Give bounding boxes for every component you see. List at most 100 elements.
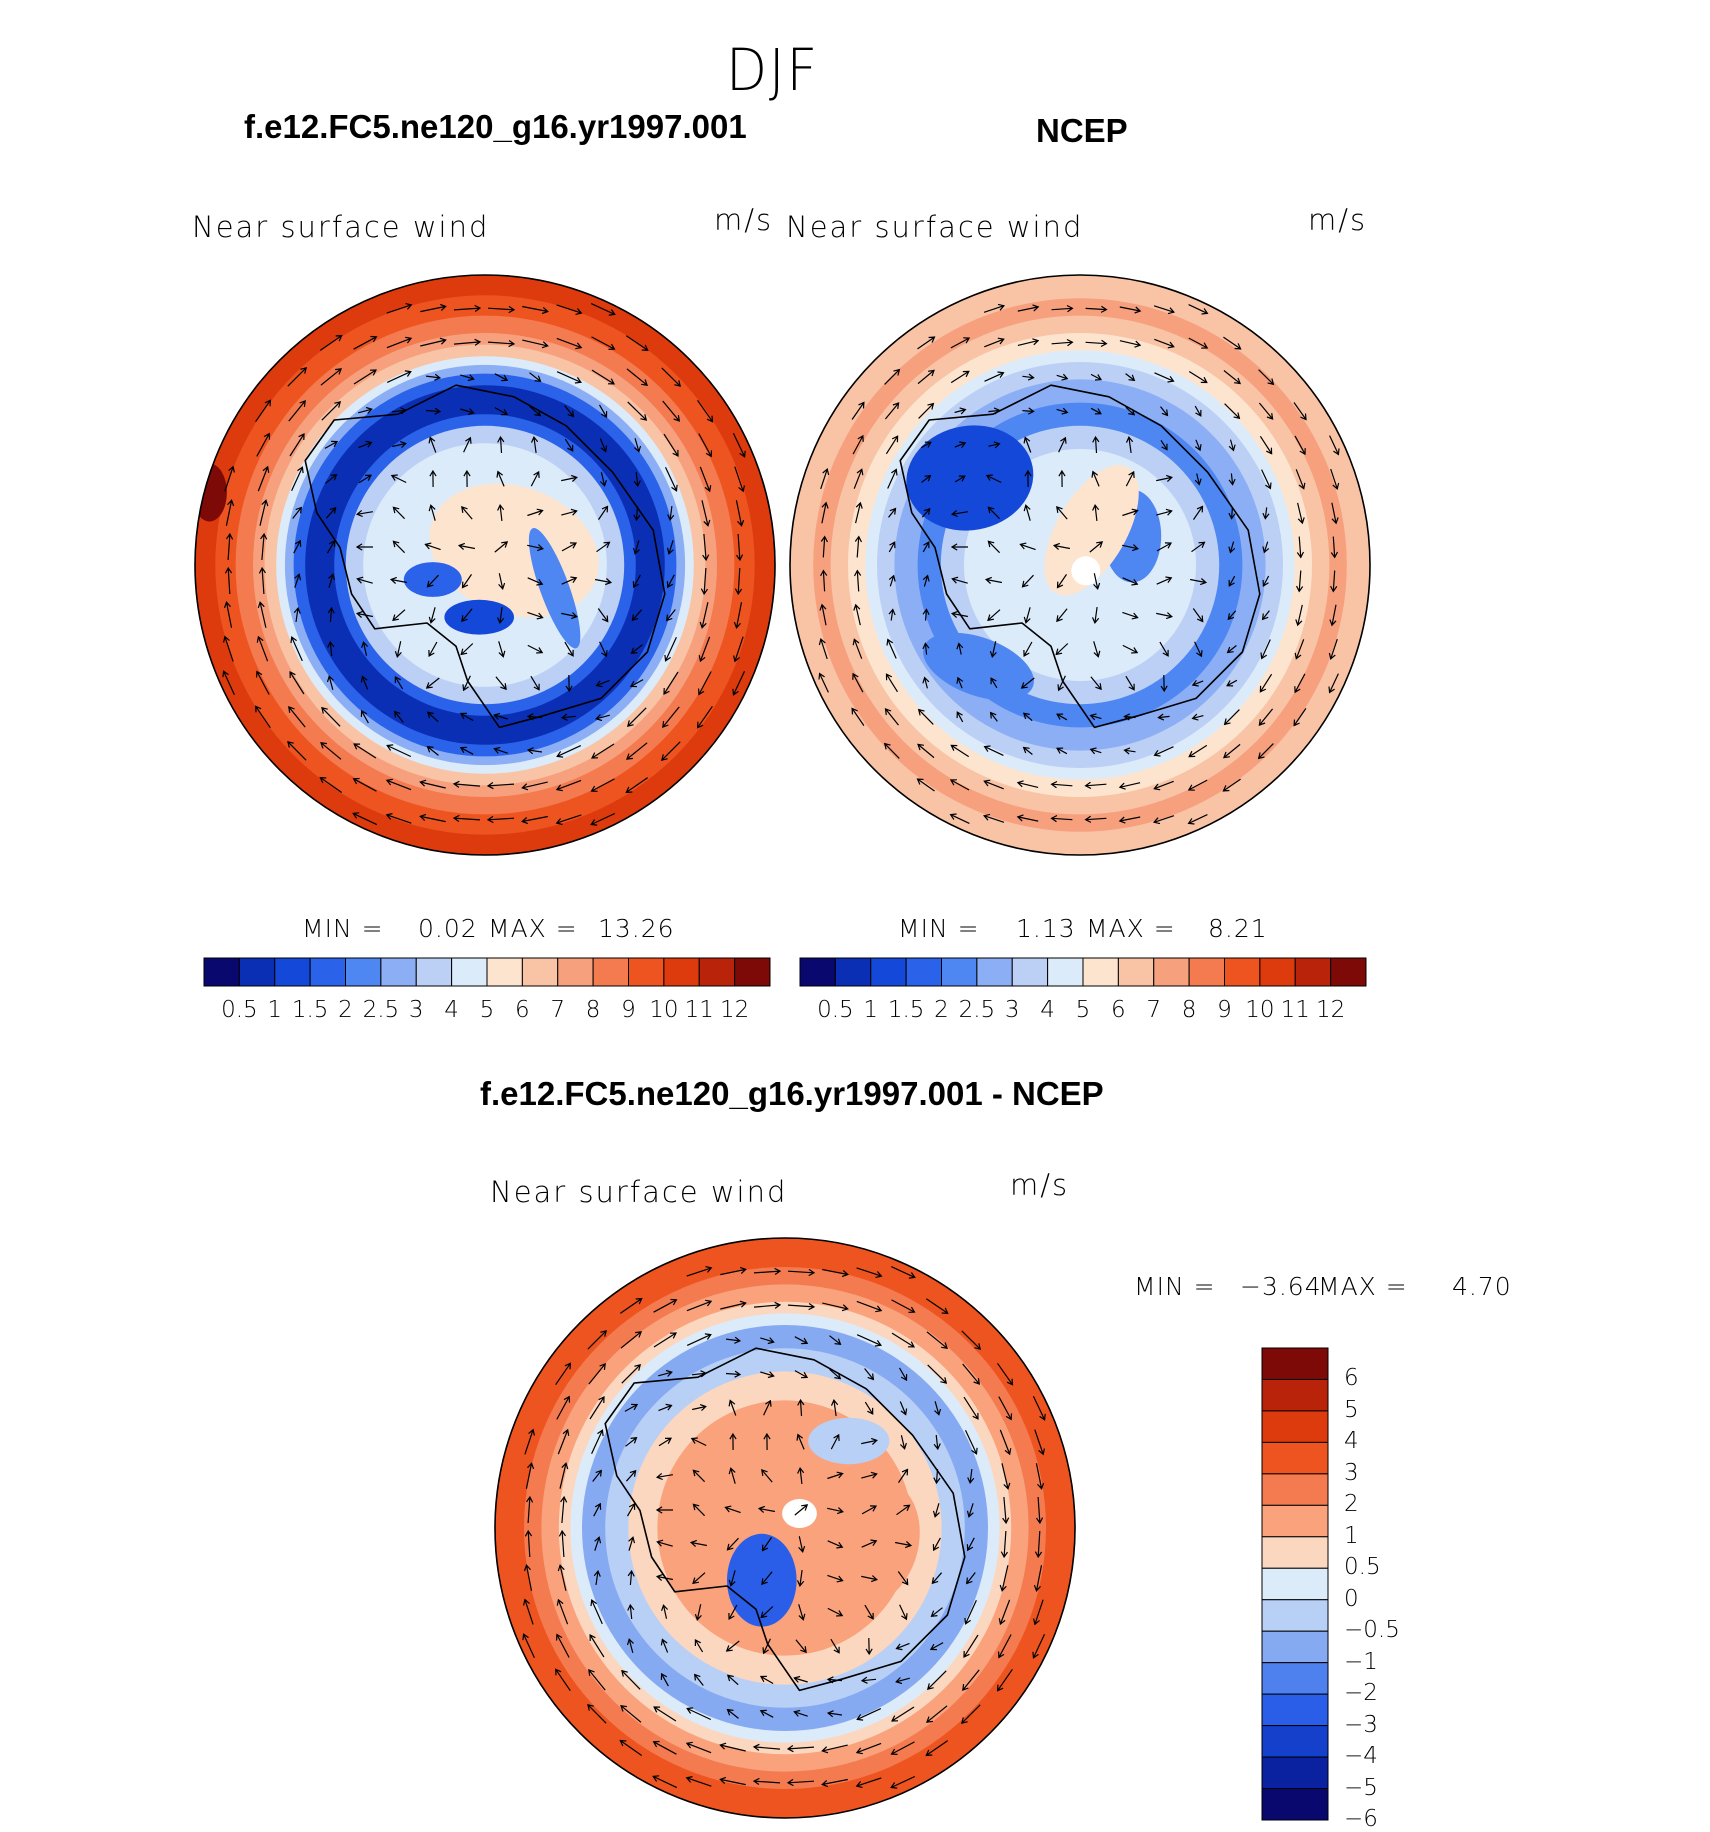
panel1-wind-arrow [696,705,713,729]
panel1-wind-arrow [428,504,436,521]
panel3-wind-arrow [894,1541,913,1549]
panel2-wind-arrow [1022,407,1035,415]
panel1-wind-arrow [355,543,373,551]
panel2-wind-arrow [853,468,864,489]
panel1-wind-arrow [457,542,476,550]
panel3-max-label: MAX = [1318,1272,1408,1301]
panel1-wind-arrow [530,470,540,487]
panel3-wind-arrow [861,1505,878,1515]
panel3-wind-arrow [963,1396,979,1420]
panel3-wind-arrow [829,1335,842,1346]
panel1-wind-arrow [320,368,343,386]
panel2-wind-arrow [950,509,968,518]
panel2-wind-arrow [1191,679,1204,687]
panel1-colorbar-tick-label: 12 [719,997,750,1023]
panel3-wind-arrow [795,1639,807,1654]
panel2-wind-arrow [987,540,1001,554]
panel3-wind-arrow [798,1536,806,1553]
panel1-wind-arrow [386,744,412,758]
panel2-wind-arrow [983,779,1004,790]
panel1-wind-arrow [561,508,578,516]
panel1-wind-arrow [633,505,641,522]
panel3-units: m/s [1010,1168,1070,1202]
panel1-wind-arrow [598,505,609,520]
panel2-wind-arrow [853,569,862,592]
panel1-title: f.e12.FC5.ne120_g16.yr1997.001 [244,108,747,145]
panel3-colorbar-tick-label: 5 [1344,1396,1359,1423]
panel2-wind-arrow [1023,607,1031,624]
panel2-wind-arrow [984,371,1005,382]
panel1-wind-arrow [498,641,506,658]
panel3-wind-arrow [999,1565,1009,1592]
panel3-wind-arrow [796,1433,805,1450]
panel2-wind-arrow [922,541,930,553]
panel2-wind-arrow [921,507,931,518]
panel2-wind-arrow [1295,570,1304,593]
panel2-wind-arrow [1258,402,1274,420]
panel2-colorbar-tick-label: 9 [1217,997,1232,1023]
panel1-wind-arrow [326,675,334,690]
panel1-wind-arrow [666,574,675,589]
panel1-wind-arrow [453,304,482,312]
panel2-wind-arrow [1154,372,1175,383]
panel2-wind-arrow [1050,814,1073,823]
panel1-wind-arrow [564,641,574,657]
panel3-wind-arrow [762,1638,771,1655]
panel2-wind-arrow [922,642,930,655]
panel2-units: m/s [1308,203,1368,237]
panel2-wind-arrow [1222,743,1241,759]
panel1-colorbar-tick-label: 2 [338,997,353,1023]
panel3-wind-arrow [593,1569,601,1585]
panel3-wind-arrow [620,1331,643,1349]
panel1-wind-arrow [463,469,471,488]
panel3-wind-arrow [962,1363,981,1385]
panel1-wind-arrow [497,503,505,521]
panel1-wind-arrow [495,676,507,691]
panel2-wind-arrow [1093,573,1101,590]
panel1-wind-arrow [530,435,539,453]
panel1-wind-arrow [555,779,582,792]
panel1-wind-arrow [664,636,677,662]
panel2-wind-arrow [1156,612,1173,620]
panel1-colorbar-swatch [628,957,665,987]
panel3-wind-arrow [794,1336,809,1345]
panel2-wind-arrow [1125,435,1134,453]
panel3-wind-arrow [660,1638,669,1653]
panel1-wind-arrow [460,643,474,656]
panel2-wind-arrow [888,574,896,587]
panel1-wind-arrow [294,573,302,588]
panel2-wind-arrow [1084,781,1107,790]
panel2-colorbar-swatch [976,957,1013,987]
panel1-wind-arrow [394,676,404,690]
panel3-wind-arrow [724,1505,741,1514]
panel2-wind-arrow [949,813,970,824]
panel3-wind-arrow [624,1403,639,1412]
panel3-wind-arrow [720,1266,747,1276]
panel1-wind-arrow [496,607,505,625]
panel2-wind-arrow [1259,435,1273,455]
panel1-wind-arrow [360,675,369,690]
panel3-wind-arrow [728,1604,738,1621]
panel2-wind-arrow [885,673,899,693]
panel2-wind-arrow [819,603,827,626]
panel2-wind-arrow [1328,673,1339,694]
panel2-colorbar-swatch [941,957,978,987]
panel2-wind-arrow [1092,435,1100,454]
panel3-wind-arrow [753,1301,782,1309]
panel1-wind-arrow [564,438,574,452]
panel3-wind-arrow [962,1669,980,1692]
panel1-wind-arrow [358,406,373,414]
panel1-wind-arrow [526,713,543,721]
panel3-wind-arrow [830,1398,839,1416]
panel3-colorbar [1261,1347,1329,1821]
panel1-max-value: 13.26 [598,914,675,943]
panel3-wind-arrow [759,1675,774,1685]
panel2-colorbar-tick-label: 1.5 [887,997,925,1023]
panel1-wind-arrow [287,740,307,761]
panel3-wind-arrow [964,1599,977,1625]
panel3-wind-arrow [619,1739,643,1756]
panel2-wind-arrow [1293,708,1307,727]
panel1-wind-arrow [385,778,412,791]
panel2-wind-arrow [1156,508,1173,516]
